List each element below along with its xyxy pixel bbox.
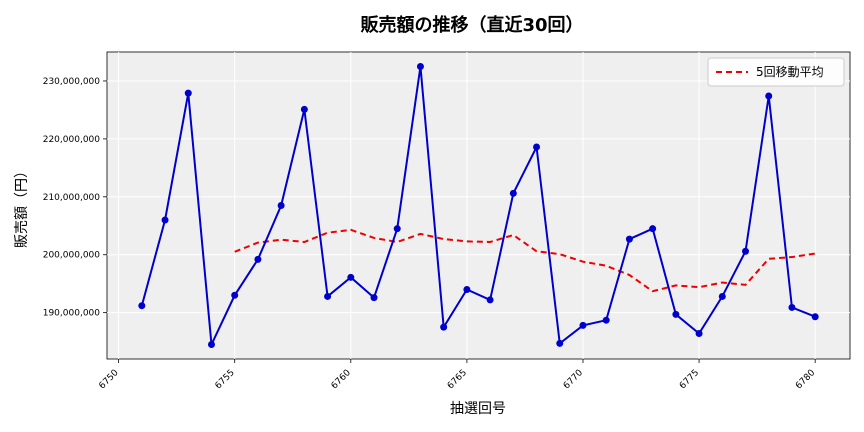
y-tick-label: 200,000,000 xyxy=(43,251,101,261)
sales-point xyxy=(138,302,146,310)
plot-area xyxy=(106,51,851,360)
sales-point xyxy=(672,310,680,318)
moving-average-line xyxy=(234,228,816,293)
sales-point xyxy=(463,285,471,293)
sales-point xyxy=(556,339,564,347)
sales-point xyxy=(300,105,308,113)
sales-point xyxy=(742,247,750,255)
sales-point xyxy=(625,235,633,243)
sales-point xyxy=(277,202,285,209)
y-tick-label: 220,000,000 xyxy=(43,135,101,145)
sales-point xyxy=(602,316,610,324)
sales-point xyxy=(486,296,494,304)
sales-point xyxy=(231,291,239,299)
sales-point xyxy=(811,313,819,321)
y-tick-label: 190,000,000 xyxy=(43,309,101,319)
sales-point xyxy=(370,294,378,302)
y-axis-label: 販売額（円） xyxy=(14,164,30,248)
legend: 5回移動平均 xyxy=(707,57,845,87)
legend-box xyxy=(707,57,845,87)
sales-point xyxy=(695,330,703,338)
sales-point xyxy=(416,62,424,70)
sales-point xyxy=(184,89,192,97)
sales-point xyxy=(254,255,262,263)
sales-point xyxy=(718,292,726,300)
y-tick-label: 210,000,000 xyxy=(43,193,101,203)
sales-point xyxy=(161,216,169,224)
sales-point xyxy=(579,321,587,329)
sales-point xyxy=(533,143,541,151)
sales-point xyxy=(393,225,401,233)
sales-point xyxy=(765,92,773,100)
sales-point xyxy=(324,292,332,300)
chart-title: 販売額の推移（直近30回） xyxy=(360,14,583,36)
sales-point xyxy=(207,341,215,349)
x-axis-label: 抽選回号 xyxy=(450,401,506,417)
grid-lines xyxy=(107,52,850,359)
sales-point xyxy=(788,303,796,311)
legend-label-moving-average: 5回移動平均 xyxy=(756,65,824,79)
y-tick-label: 230,000,000 xyxy=(43,77,101,87)
y-axis-ticks: 190,000,000 200,000,000 210,000,000 220,000… xyxy=(43,77,107,319)
sales-point xyxy=(649,225,657,233)
sales-point xyxy=(440,323,448,331)
sales-point xyxy=(347,273,355,281)
sales-line xyxy=(140,66,816,349)
sales-point xyxy=(509,189,517,197)
series-layer xyxy=(138,62,819,349)
